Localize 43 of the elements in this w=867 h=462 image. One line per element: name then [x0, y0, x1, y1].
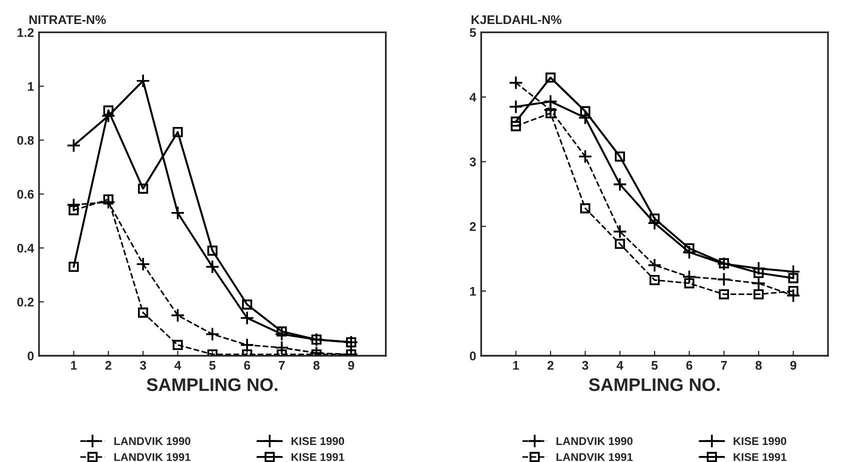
x-tick-label: 9: [790, 360, 796, 370]
x-tick-label: 8: [756, 360, 762, 370]
legend-label: LANDVIK 1991: [114, 453, 190, 461]
legend-label: LANDVIK 1991: [556, 453, 633, 461]
x-tick-label: 2: [548, 360, 554, 370]
x-tick-label: 5: [209, 361, 216, 370]
y-tick-label: 0: [28, 352, 34, 360]
y-tick-label: 5: [470, 28, 476, 37]
y-tick-label: 0.6: [17, 190, 34, 199]
x-tick-label: 6: [244, 360, 250, 370]
legend-label: KISE 1991: [734, 453, 786, 461]
x-tick-label: 7: [278, 361, 285, 370]
y-tick-label: 3: [470, 158, 476, 166]
x-tick-label: 4: [616, 361, 624, 370]
y-tick-label: 4: [470, 92, 476, 102]
x-tick-label: 3: [140, 360, 146, 370]
y-tick-label: 0.2: [17, 298, 34, 306]
y-tick-label: 1.2: [18, 28, 34, 37]
y-tick-label: 1: [28, 82, 34, 91]
x-tick-label: 7: [721, 361, 727, 370]
x-tick-label: 1: [513, 361, 519, 370]
x-axis-title: SAMPLING NO.: [588, 378, 720, 392]
x-tick-label: 9: [348, 360, 354, 370]
x-tick-label: 5: [651, 361, 658, 370]
legend-label: KISE 1990: [734, 437, 786, 446]
x-tick-label: 3: [582, 360, 588, 370]
y-tick-label: 0.4: [17, 244, 34, 253]
x-axis-title: SAMPLING NO.: [146, 378, 278, 392]
legend-label: LANDVIK 1990: [556, 437, 633, 446]
y-tick-label: 2: [470, 222, 476, 231]
x-tick-label: 6: [686, 360, 692, 370]
x-tick-label: 4: [174, 361, 182, 370]
legend-label: LANDVIK 1990: [114, 437, 190, 446]
y-tick-label: 0: [470, 352, 476, 360]
x-tick-label: 2: [105, 360, 112, 370]
x-tick-label: 8: [313, 360, 320, 370]
legend-label: KISE 1991: [292, 453, 344, 461]
chart-title: NITRATE-N%: [29, 15, 106, 24]
legend-label: KISE 1990: [292, 437, 344, 446]
chart-title: KJELDAHL-N%: [472, 15, 562, 24]
y-tick-label: 0.8: [17, 136, 34, 145]
y-tick-label: 1: [470, 286, 476, 296]
x-tick-label: 1: [71, 361, 77, 370]
